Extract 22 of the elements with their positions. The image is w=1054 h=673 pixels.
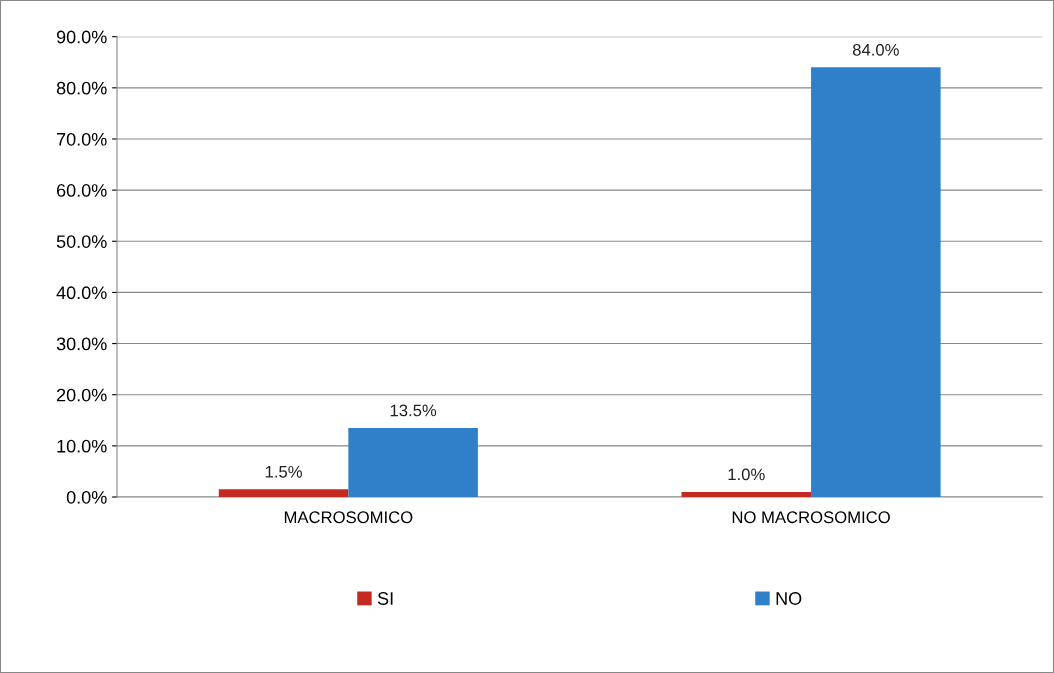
legend-label: NO <box>776 592 802 605</box>
x-tick-label: NO MACROSOMICO <box>732 511 890 524</box>
y-tick-label: 30.0% <box>56 337 107 351</box>
y-tick-label: 80.0% <box>56 81 107 95</box>
bar <box>348 427 478 498</box>
bar <box>681 491 812 498</box>
y-tick-label: 20.0% <box>56 388 107 402</box>
y-tick-label: 90.0% <box>56 30 107 44</box>
y-tick-label: 50.0% <box>56 235 107 248</box>
y-tick-label: 70.0% <box>57 132 107 146</box>
y-tick-label: 10.0% <box>57 439 107 453</box>
data-label: 1.0% <box>728 468 765 481</box>
y-tick-label: 0.0% <box>66 490 107 504</box>
x-tick-label: MACROSOMICO <box>284 511 413 524</box>
y-tick-label: 60.0% <box>57 184 107 197</box>
data-label: 84.0% <box>852 43 899 56</box>
data-label: 1.5% <box>265 465 302 478</box>
y-tick-label: 40.0% <box>56 286 107 300</box>
data-label: 13.5% <box>390 404 437 417</box>
bar <box>811 67 941 498</box>
legend-label: SI <box>377 592 393 605</box>
bar <box>218 489 349 498</box>
